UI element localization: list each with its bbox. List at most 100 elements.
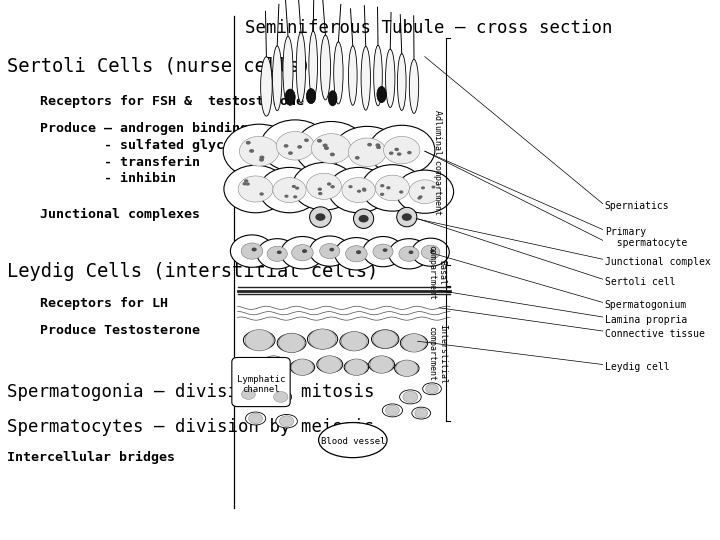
Circle shape bbox=[284, 144, 289, 148]
Circle shape bbox=[418, 195, 423, 198]
Circle shape bbox=[274, 392, 288, 402]
Ellipse shape bbox=[372, 330, 399, 348]
Text: Lymphatic: Lymphatic bbox=[237, 375, 286, 384]
Ellipse shape bbox=[317, 356, 343, 373]
Circle shape bbox=[257, 239, 297, 269]
Circle shape bbox=[362, 188, 366, 192]
Ellipse shape bbox=[285, 89, 295, 105]
Ellipse shape bbox=[238, 388, 258, 401]
Circle shape bbox=[224, 165, 287, 213]
Circle shape bbox=[330, 153, 335, 157]
Text: Leydig Cells (interstitial cells): Leydig Cells (interstitial cells) bbox=[7, 262, 379, 281]
Circle shape bbox=[362, 187, 366, 191]
Circle shape bbox=[295, 122, 367, 176]
Text: Leydig cell: Leydig cell bbox=[605, 362, 670, 372]
Ellipse shape bbox=[276, 415, 297, 428]
Circle shape bbox=[367, 143, 372, 146]
Text: Sertoli cell: Sertoli cell bbox=[605, 277, 675, 287]
Circle shape bbox=[375, 143, 380, 147]
Circle shape bbox=[329, 248, 334, 252]
Circle shape bbox=[261, 120, 330, 172]
Circle shape bbox=[307, 173, 341, 199]
Circle shape bbox=[380, 184, 384, 187]
Ellipse shape bbox=[354, 209, 374, 228]
Circle shape bbox=[421, 186, 425, 190]
Ellipse shape bbox=[243, 330, 275, 350]
Circle shape bbox=[407, 151, 412, 154]
Circle shape bbox=[395, 147, 399, 151]
Circle shape bbox=[373, 330, 397, 348]
FancyBboxPatch shape bbox=[232, 357, 290, 407]
Circle shape bbox=[396, 360, 418, 376]
Ellipse shape bbox=[400, 334, 428, 352]
Circle shape bbox=[323, 144, 328, 147]
Circle shape bbox=[402, 334, 426, 352]
Ellipse shape bbox=[412, 407, 431, 419]
Circle shape bbox=[276, 132, 314, 160]
Ellipse shape bbox=[310, 207, 331, 227]
Circle shape bbox=[376, 145, 381, 149]
Circle shape bbox=[346, 246, 367, 262]
Circle shape bbox=[241, 389, 256, 400]
Circle shape bbox=[259, 167, 320, 213]
Ellipse shape bbox=[397, 207, 417, 227]
Ellipse shape bbox=[297, 32, 305, 103]
Circle shape bbox=[324, 146, 329, 150]
Circle shape bbox=[333, 126, 402, 178]
Circle shape bbox=[373, 244, 393, 259]
Circle shape bbox=[348, 138, 386, 166]
Circle shape bbox=[311, 133, 351, 163]
Circle shape bbox=[346, 359, 367, 375]
Circle shape bbox=[284, 194, 289, 198]
Circle shape bbox=[408, 251, 413, 254]
Circle shape bbox=[262, 356, 285, 373]
Circle shape bbox=[402, 213, 412, 221]
Ellipse shape bbox=[307, 329, 338, 349]
Text: Produce Testosterone: Produce Testosterone bbox=[40, 324, 199, 337]
Text: Blood vessel: Blood vessel bbox=[320, 437, 385, 445]
Text: Interstitial
compartment: Interstitial compartment bbox=[428, 323, 446, 384]
Circle shape bbox=[399, 246, 419, 261]
Text: Intercellular bridges: Intercellular bridges bbox=[7, 451, 175, 464]
Text: Adluminal compartment: Adluminal compartment bbox=[433, 110, 441, 214]
Circle shape bbox=[317, 139, 322, 143]
Circle shape bbox=[318, 187, 322, 191]
Circle shape bbox=[241, 243, 263, 259]
Circle shape bbox=[276, 251, 282, 254]
Text: Junctional complexes: Junctional complexes bbox=[40, 208, 199, 221]
Circle shape bbox=[320, 244, 340, 259]
Circle shape bbox=[426, 384, 438, 394]
Circle shape bbox=[375, 175, 410, 201]
Ellipse shape bbox=[395, 361, 419, 376]
Text: Junctional complex: Junctional complex bbox=[605, 257, 711, 267]
Ellipse shape bbox=[272, 46, 282, 111]
Circle shape bbox=[279, 416, 294, 427]
Circle shape bbox=[399, 191, 403, 194]
Circle shape bbox=[259, 158, 264, 161]
Circle shape bbox=[386, 186, 390, 190]
Circle shape bbox=[415, 408, 428, 418]
Ellipse shape bbox=[328, 91, 337, 106]
Ellipse shape bbox=[348, 46, 357, 105]
Circle shape bbox=[281, 237, 324, 269]
Circle shape bbox=[309, 329, 336, 349]
Ellipse shape bbox=[307, 89, 316, 104]
Circle shape bbox=[342, 178, 375, 202]
Ellipse shape bbox=[340, 332, 369, 350]
Circle shape bbox=[403, 392, 418, 402]
Text: Sperniatics: Sperniatics bbox=[605, 201, 670, 211]
Circle shape bbox=[318, 192, 323, 195]
Circle shape bbox=[245, 329, 274, 351]
Text: Spermatogonia – division by mitosis: Spermatogonia – division by mitosis bbox=[7, 383, 374, 401]
Text: Seminiferous Tubule – cross section: Seminiferous Tubule – cross section bbox=[245, 19, 612, 37]
Ellipse shape bbox=[409, 59, 418, 113]
Circle shape bbox=[357, 190, 361, 193]
Ellipse shape bbox=[369, 356, 395, 373]
Text: Connective tissue: Connective tissue bbox=[605, 329, 705, 339]
Ellipse shape bbox=[333, 42, 343, 104]
Circle shape bbox=[243, 182, 247, 185]
Circle shape bbox=[238, 176, 273, 202]
Text: Sertoli Cells (nurse cells): Sertoli Cells (nurse cells) bbox=[7, 57, 311, 76]
Ellipse shape bbox=[319, 422, 387, 457]
Ellipse shape bbox=[277, 334, 306, 352]
